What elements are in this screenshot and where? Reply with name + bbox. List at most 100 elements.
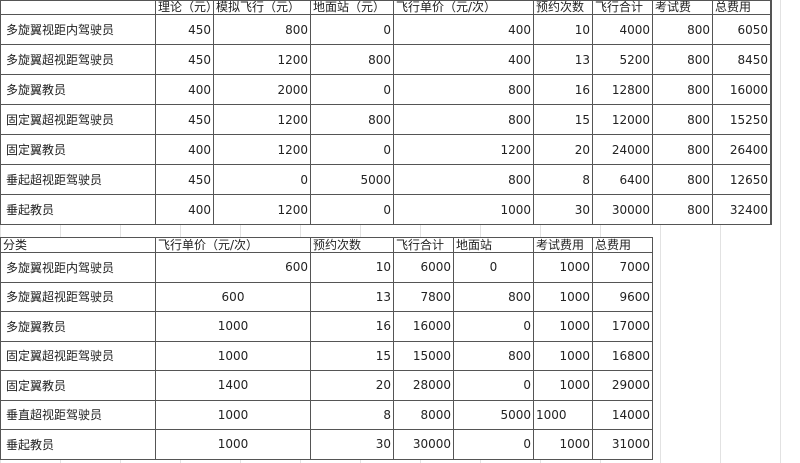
- value-cell[interactable]: 12650: [712, 164, 771, 195]
- value-cell[interactable]: 10: [310, 252, 394, 283]
- value-cell[interactable]: 5200: [592, 44, 653, 75]
- value-cell[interactable]: 400: [393, 14, 534, 45]
- value-cell[interactable]: 800: [652, 14, 713, 45]
- column-header[interactable]: 考试费用: [533, 237, 593, 253]
- value-cell[interactable]: 8: [533, 164, 593, 195]
- value-cell[interactable]: 16800: [592, 340, 653, 371]
- value-cell[interactable]: 6400: [592, 164, 653, 195]
- value-cell[interactable]: 15000: [393, 340, 454, 371]
- value-cell[interactable]: 24000: [592, 134, 653, 165]
- value-cell[interactable]: 0: [310, 194, 394, 225]
- category-cell[interactable]: 固定翼教员: [0, 370, 156, 401]
- value-cell[interactable]: [770, 14, 772, 45]
- column-header[interactable]: 预约次数: [533, 0, 593, 15]
- value-cell[interactable]: 0: [310, 14, 394, 45]
- value-cell[interactable]: 800: [652, 194, 713, 225]
- value-cell[interactable]: 20: [310, 370, 394, 401]
- value-cell[interactable]: 1000: [533, 429, 593, 460]
- value-cell[interactable]: 1000: [155, 429, 311, 460]
- value-cell[interactable]: 15: [310, 340, 394, 371]
- value-cell[interactable]: 0: [453, 252, 534, 283]
- value-cell[interactable]: 800: [652, 164, 713, 195]
- value-cell[interactable]: 800: [310, 104, 394, 135]
- column-header[interactable]: 地面站（元）: [310, 0, 394, 15]
- value-cell[interactable]: 400: [393, 44, 534, 75]
- value-cell[interactable]: 32400: [712, 194, 771, 225]
- category-cell[interactable]: 固定翼超视距驾驶员: [0, 104, 156, 135]
- value-cell[interactable]: 0: [213, 164, 311, 195]
- value-cell[interactable]: 1000: [533, 370, 593, 401]
- column-header[interactable]: 考试费: [652, 0, 713, 15]
- value-cell[interactable]: 6050: [712, 14, 771, 45]
- value-cell[interactable]: 800: [652, 134, 713, 165]
- category-cell[interactable]: 多旋翼视距内驾驶员: [0, 252, 156, 283]
- value-cell[interactable]: 450: [155, 44, 214, 75]
- value-cell[interactable]: 800: [453, 340, 534, 371]
- value-cell[interactable]: 30000: [393, 429, 454, 460]
- value-cell[interactable]: 28000: [393, 370, 454, 401]
- column-header[interactable]: 预约次数: [310, 237, 394, 253]
- value-cell[interactable]: [770, 134, 772, 165]
- category-cell[interactable]: 固定翼教员: [0, 134, 156, 165]
- column-header[interactable]: [0, 0, 156, 15]
- value-cell[interactable]: 450: [155, 164, 214, 195]
- value-cell[interactable]: 800: [393, 104, 534, 135]
- value-cell[interactable]: 400: [155, 74, 214, 105]
- value-cell[interactable]: 15250: [712, 104, 771, 135]
- value-cell[interactable]: 0: [310, 134, 394, 165]
- category-cell[interactable]: 多旋翼超视距驾驶员: [0, 281, 156, 312]
- value-cell[interactable]: 1200: [213, 134, 311, 165]
- column-header[interactable]: 分类: [0, 237, 156, 253]
- value-cell[interactable]: 400: [155, 194, 214, 225]
- category-cell[interactable]: 多旋翼教员: [0, 74, 156, 105]
- category-cell[interactable]: 多旋翼视距内驾驶员: [0, 14, 156, 45]
- value-cell[interactable]: 1400: [155, 370, 311, 401]
- value-cell[interactable]: 26400: [712, 134, 771, 165]
- value-cell[interactable]: 16000: [393, 311, 454, 342]
- value-cell[interactable]: 30000: [592, 194, 653, 225]
- value-cell[interactable]: 1200: [213, 44, 311, 75]
- value-cell[interactable]: 2000: [213, 74, 311, 105]
- column-header[interactable]: [770, 0, 772, 15]
- value-cell[interactable]: 30: [310, 429, 394, 460]
- value-cell[interactable]: 1200: [393, 134, 534, 165]
- value-cell[interactable]: 1000: [533, 311, 593, 342]
- value-cell[interactable]: 800: [652, 74, 713, 105]
- value-cell[interactable]: 12800: [592, 74, 653, 105]
- value-cell[interactable]: 6000: [393, 252, 454, 283]
- value-cell[interactable]: 400: [155, 134, 214, 165]
- value-cell[interactable]: 29000: [592, 370, 653, 401]
- value-cell[interactable]: 1000: [155, 399, 311, 430]
- category-cell[interactable]: 垂直超视距驾驶员: [0, 399, 156, 430]
- column-header[interactable]: 总费用: [592, 237, 653, 253]
- category-cell[interactable]: 垂起教员: [0, 194, 156, 225]
- value-cell[interactable]: [770, 164, 772, 195]
- value-cell[interactable]: 8450: [712, 44, 771, 75]
- value-cell[interactable]: 16: [310, 311, 394, 342]
- category-cell[interactable]: 多旋翼教员: [0, 311, 156, 342]
- value-cell[interactable]: 7800: [393, 281, 454, 312]
- value-cell[interactable]: 800: [393, 74, 534, 105]
- value-cell[interactable]: 20: [533, 134, 593, 165]
- value-cell[interactable]: 17000: [592, 311, 653, 342]
- value-cell[interactable]: 450: [155, 14, 214, 45]
- value-cell[interactable]: 1000: [533, 399, 593, 430]
- value-cell[interactable]: 8: [310, 399, 394, 430]
- value-cell[interactable]: 800: [213, 14, 311, 45]
- column-header[interactable]: 理论（元）: [155, 0, 214, 15]
- value-cell[interactable]: 1000: [533, 252, 593, 283]
- value-cell[interactable]: 13: [310, 281, 394, 312]
- value-cell[interactable]: 16000: [712, 74, 771, 105]
- value-cell[interactable]: 15: [533, 104, 593, 135]
- category-cell[interactable]: 垂起超视距驾驶员: [0, 164, 156, 195]
- value-cell[interactable]: 1000: [155, 311, 311, 342]
- value-cell[interactable]: 800: [453, 281, 534, 312]
- value-cell[interactable]: 14000: [592, 399, 653, 430]
- value-cell[interactable]: 600: [155, 252, 311, 283]
- value-cell[interactable]: 31000: [592, 429, 653, 460]
- value-cell[interactable]: 1000: [533, 281, 593, 312]
- value-cell[interactable]: 0: [453, 429, 534, 460]
- value-cell[interactable]: 800: [652, 44, 713, 75]
- value-cell[interactable]: 4000: [592, 14, 653, 45]
- column-header[interactable]: 飞行合计: [592, 0, 653, 15]
